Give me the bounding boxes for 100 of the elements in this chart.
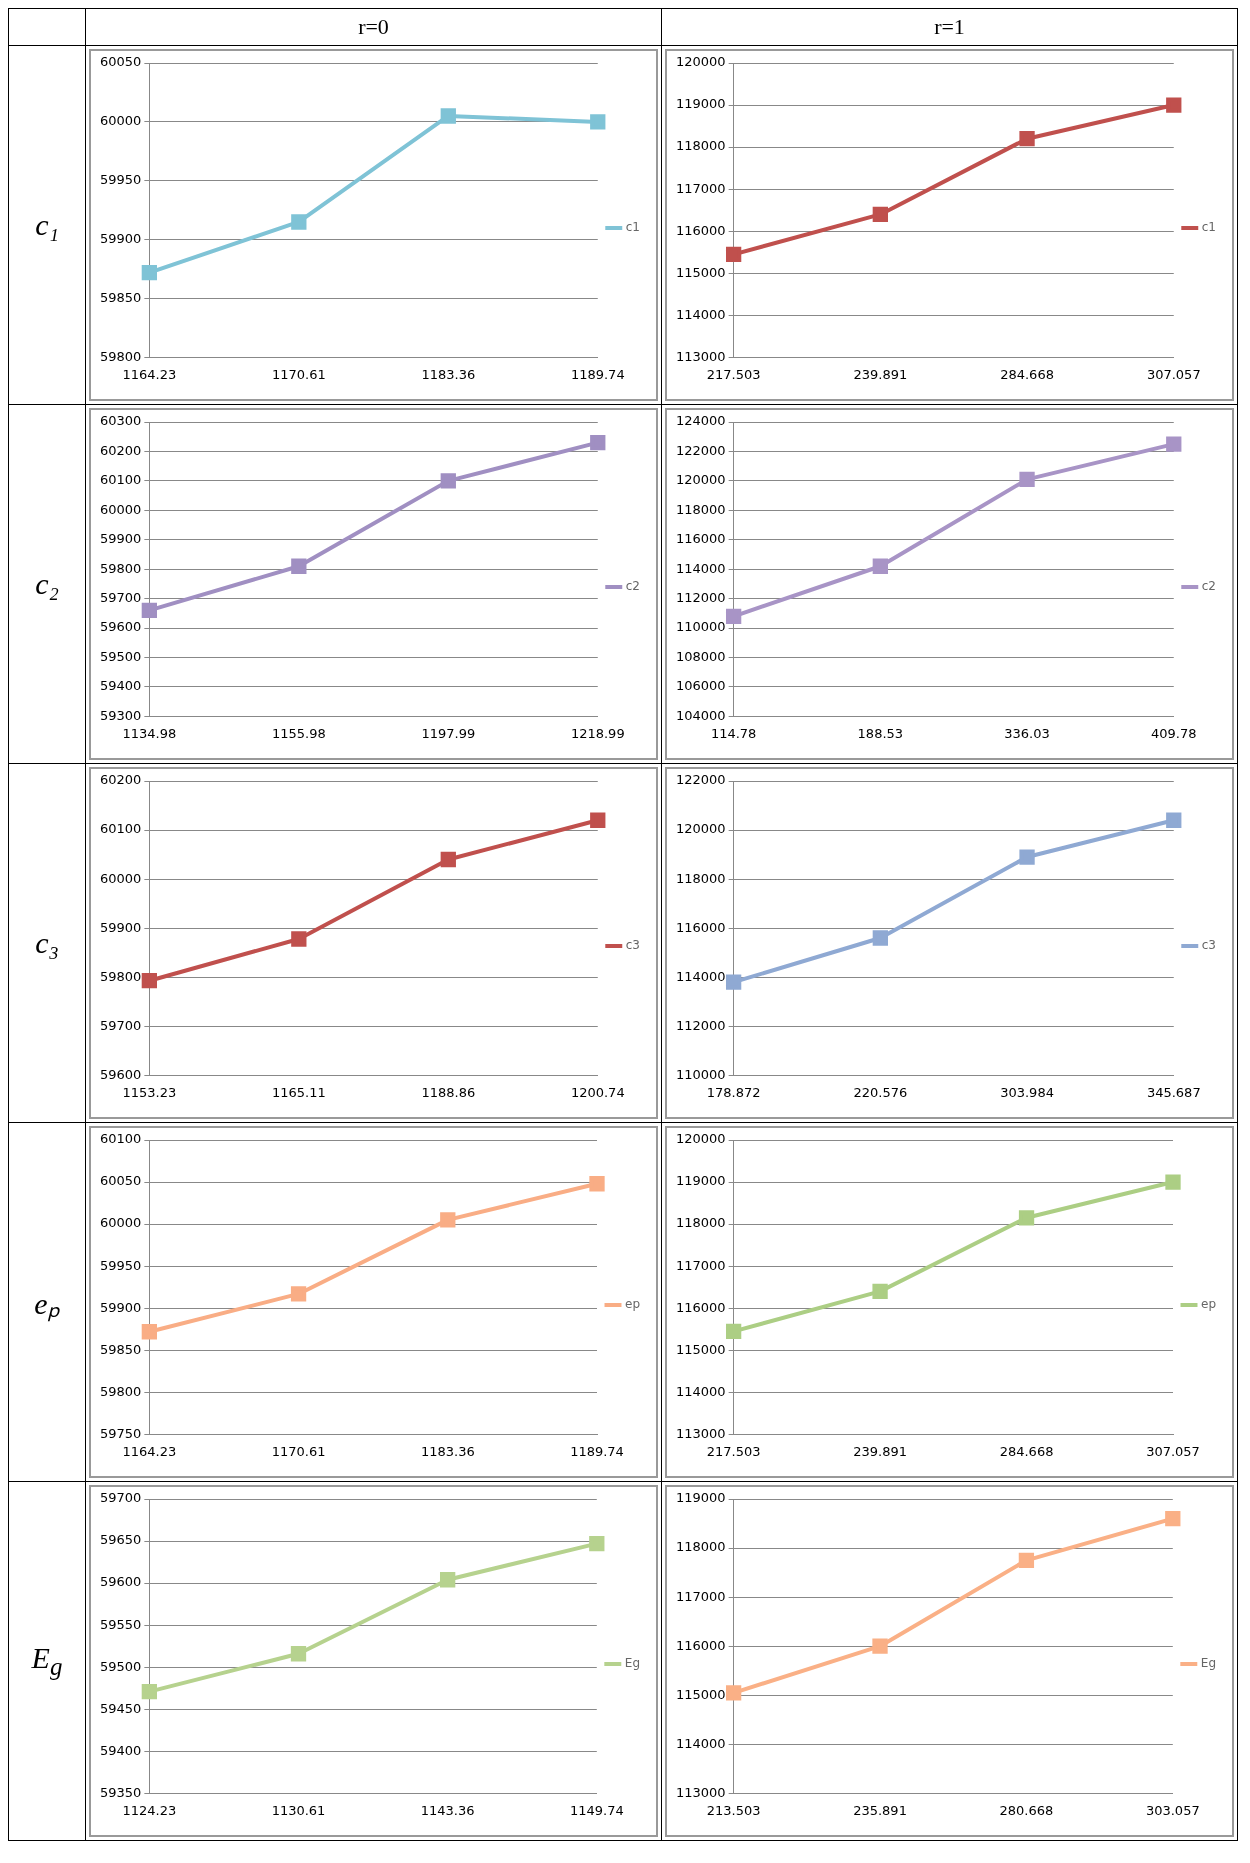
legend-label: ep [625, 1297, 640, 1312]
y-tick-label: 60000 [100, 113, 142, 129]
y-tick-label: 60000 [100, 870, 142, 886]
x-tick-label: 1164.23 [122, 366, 177, 382]
y-tick-label: 59500 [100, 1658, 142, 1674]
legend-label: c3 [1201, 938, 1216, 953]
x-tick-label: 1189.74 [570, 1443, 624, 1459]
y-tick-label: 60050 [100, 1173, 142, 1189]
x-tick-label: 114.78 [710, 725, 757, 741]
point [725, 1685, 742, 1701]
point [141, 1683, 158, 1700]
y-tick-label: 114000 [675, 1383, 726, 1399]
y-tick-label: 112000 [675, 1017, 726, 1033]
point [725, 246, 742, 263]
point [872, 558, 888, 574]
y-tick-label: 118000 [675, 1215, 726, 1231]
point [1166, 812, 1182, 828]
x-tick-label: 307.057 [1146, 366, 1201, 382]
x-tick-label: 1143.36 [420, 1802, 475, 1818]
y-tick-label: 113000 [675, 1425, 726, 1441]
x-tick-label: 303.057 [1145, 1802, 1200, 1818]
y-tick-label: 59550 [100, 1616, 142, 1632]
point [725, 1323, 742, 1340]
y-tick-label: 59950 [100, 172, 142, 188]
point [1166, 97, 1182, 113]
point [1019, 849, 1035, 865]
y-tick-label: 59400 [100, 678, 142, 694]
y-tick-label: 60100 [100, 472, 142, 488]
x-tick-label: 1218.99 [570, 725, 625, 741]
y-tick-label: 60000 [100, 501, 142, 517]
x-tick-label: 1197.99 [421, 725, 476, 741]
x-tick-label: 1130.61 [271, 1802, 326, 1818]
y-axis-title: E$_{g}$ [8, 1481, 86, 1841]
x-tick-label: 307.057 [1146, 1443, 1200, 1459]
y-tick-label: 106000 [675, 678, 726, 694]
y-tick-label: 118000 [675, 138, 726, 154]
y-tick-label: 118000 [675, 501, 726, 517]
point [1165, 1174, 1181, 1190]
point [291, 931, 307, 947]
point [440, 473, 456, 489]
y-tick-label: 59500 [100, 648, 142, 664]
y-tick-label: 119000 [675, 96, 726, 112]
y-tick-label: 60100 [100, 821, 142, 837]
y-tick-label: 114000 [675, 306, 726, 322]
y-tick-label: 59300 [100, 707, 142, 723]
y-tick-label: 59350 [100, 1784, 142, 1800]
x-tick-label: 1183.36 [420, 1443, 475, 1459]
y-tick-label: 60300 [100, 413, 142, 429]
y-tick-label: 116000 [675, 222, 726, 238]
x-tick-label: 280.668 [999, 1802, 1054, 1818]
x-tick-label: 1189.74 [570, 366, 625, 382]
x-tick-label: 1170.61 [271, 1443, 326, 1459]
x-tick-label: 217.503 [706, 1443, 761, 1459]
y-tick-label: 60050 [100, 54, 142, 70]
y-tick-label: 124000 [675, 413, 726, 429]
y-tick-label: 59850 [100, 1341, 142, 1357]
y-tick-label: 59700 [100, 1490, 142, 1506]
point [590, 114, 606, 130]
legend-label: Eg [624, 1656, 640, 1671]
y-tick-label: 59900 [100, 531, 142, 547]
point [872, 1638, 888, 1654]
y-tick-label: 117000 [675, 1257, 726, 1273]
point [872, 206, 888, 223]
point [589, 1535, 605, 1552]
y-tick-label: 59900 [100, 231, 142, 247]
x-tick-label: 336.03 [1004, 725, 1050, 741]
legend-label: c2 [1201, 579, 1216, 594]
y-tick-label: 59750 [100, 1425, 142, 1441]
y-tick-label: 59450 [100, 1700, 142, 1716]
x-tick-label: 217.503 [706, 366, 761, 382]
y-tick-label: 114000 [675, 560, 726, 576]
x-tick-label: 284.668 [1000, 366, 1054, 382]
y-tick-label: 104000 [675, 707, 726, 723]
y-tick-label: 122000 [675, 442, 726, 458]
y-tick-label: 114000 [675, 968, 726, 984]
y-tick-label: 120000 [675, 821, 726, 837]
point [589, 1176, 605, 1192]
point [725, 608, 742, 624]
point [440, 108, 456, 124]
y-tick-label: 59800 [100, 348, 142, 364]
y-tick-label: 59900 [100, 1299, 142, 1315]
y-tick-label: 110000 [675, 619, 726, 635]
x-tick-label: 345.687 [1146, 1084, 1201, 1100]
y-axis-title: eₚ [8, 1122, 86, 1482]
y-tick-label: 114000 [675, 1735, 726, 1751]
y-tick-label: 59600 [100, 1066, 142, 1082]
y-tick-label: 117000 [675, 180, 726, 196]
y-tick-label: 113000 [675, 348, 726, 364]
point [872, 930, 888, 946]
legend-label: c1 [625, 220, 640, 235]
y-tick-label: 108000 [675, 648, 726, 664]
y-tick-label: 59800 [100, 560, 142, 576]
y-tick-label: 119000 [675, 1490, 726, 1506]
chart-title: r=1 [661, 8, 1238, 46]
x-tick-label: 1165.11 [271, 1084, 326, 1100]
y-tick-label: 59800 [100, 1383, 142, 1399]
legend-label: ep [1201, 1297, 1216, 1312]
point [141, 1324, 158, 1340]
x-tick-label: 1164.23 [122, 1443, 177, 1459]
point [440, 1212, 456, 1228]
